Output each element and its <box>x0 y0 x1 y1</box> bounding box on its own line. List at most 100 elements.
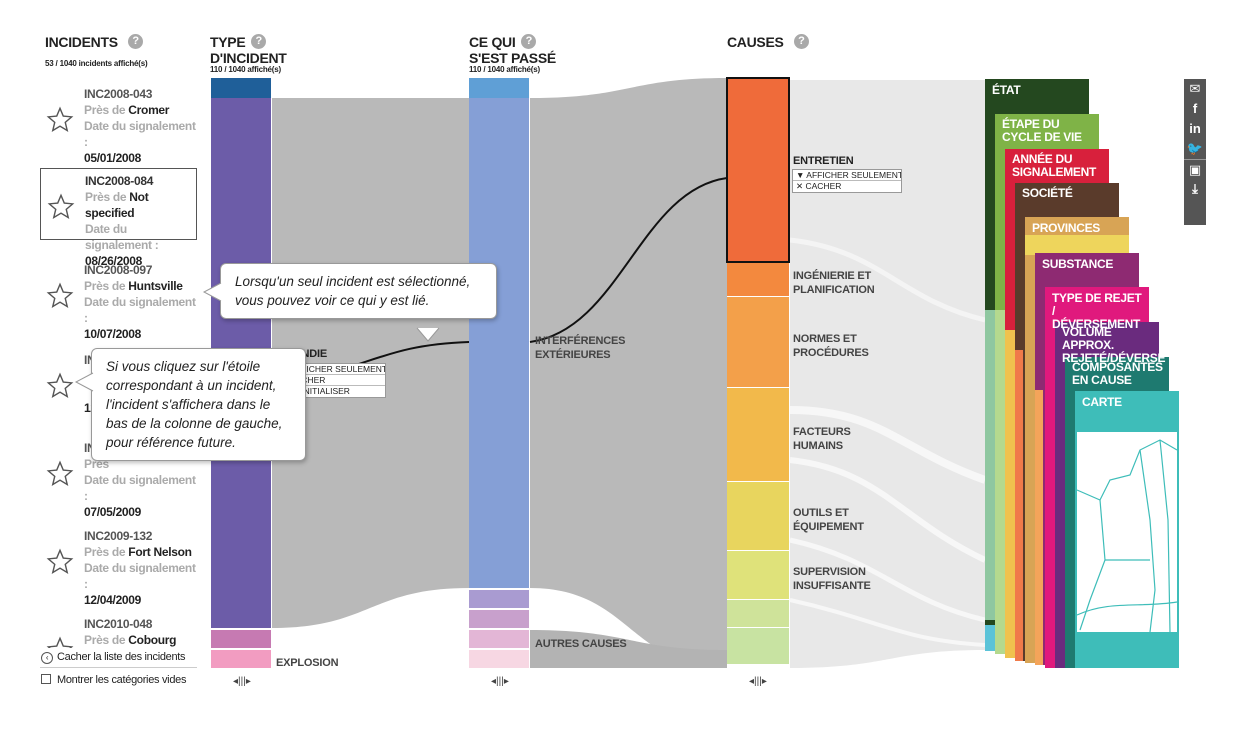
chevron-left-icon: ‹ <box>41 652 53 664</box>
facebook-icon[interactable]: f <box>1192 101 1198 116</box>
resize-handle[interactable]: ◂|||▸ <box>233 676 251 687</box>
list-item[interactable]: INC2008-043 Près de Cromer Date du signa… <box>40 82 197 165</box>
flow-separator <box>789 457 987 563</box>
label-facteurs: FACTEURS HUMAINS <box>793 426 851 452</box>
tab-substance[interactable]: SUBSTANCE <box>1042 257 1114 271</box>
star-icon[interactable] <box>46 636 74 648</box>
what-bar-other[interactable] <box>469 630 529 648</box>
tooltip-pointer <box>74 372 94 392</box>
incident-id: INC2008-084 <box>85 174 154 188</box>
type-bar-explosion[interactable] <box>211 650 271 668</box>
cause-bar-outils[interactable] <box>727 482 789 550</box>
list-item-selected[interactable]: INC2008-084 Près de Not specified Date d… <box>40 168 197 268</box>
cause-bar-7[interactable] <box>727 600 789 627</box>
tab-release-type[interactable]: TYPE DE REJET / DÉVERSEMENT <box>1052 291 1142 331</box>
menu-show-only[interactable]: ▼ AFFICHER SEULEMENT <box>793 170 901 181</box>
help-icon[interactable]: ? <box>794 34 809 49</box>
menu-hide[interactable]: ✕ CACHER <box>796 181 842 191</box>
what-bar-interference[interactable] <box>469 98 529 588</box>
cause-bar-supervision[interactable] <box>727 551 789 599</box>
incidents-count: 53 / 1040 incidents affiché(s) <box>45 59 148 68</box>
flow-band <box>790 80 985 668</box>
provinces-strip-band <box>1025 235 1129 255</box>
star-icon[interactable] <box>46 372 74 400</box>
selected-path <box>529 177 728 343</box>
label-normes: NORMES ET PROCÉDURES <box>793 333 869 359</box>
label-interference: INTERFÉRENCES EXTÉRIEURES <box>535 335 626 361</box>
what-title-2: S'EST PASSÉ <box>469 50 556 66</box>
map-border <box>1076 601 1178 616</box>
star-icon[interactable] <box>46 282 74 310</box>
help-icon[interactable]: ? <box>128 34 144 49</box>
list-item[interactable]: INC2008-097 Près de Huntsville Date du s… <box>40 258 197 341</box>
cause-bar-ingenierie[interactable] <box>727 263 789 296</box>
tab-map[interactable]: CARTE <box>1082 395 1122 409</box>
menu-show-only[interactable]: ▼ AFFICHER SEULEMENT <box>277 364 385 375</box>
twitter-icon[interactable]: 🐦 <box>1186 141 1204 156</box>
divider <box>40 667 197 668</box>
incidents-header: INCIDENTS ? 53 / 1040 incidents affiché(… <box>45 34 148 68</box>
list-item[interactable]: INC2010-048 Près de Cobourg <box>40 612 197 648</box>
star-icon[interactable] <box>46 106 74 134</box>
cause-bar-entretien[interactable] <box>726 77 790 263</box>
show-empty-checkbox[interactable]: Montrer les catégories vides <box>41 674 186 686</box>
incident-date: 05/01/2008 <box>84 151 142 165</box>
resize-handle[interactable]: ◂|||▸ <box>491 676 509 687</box>
resize-handle[interactable]: ◂|||▸ <box>749 676 767 687</box>
incident-place: Huntsville <box>128 279 183 293</box>
star-icon[interactable] <box>47 193 75 221</box>
list-item[interactable]: INC2009-132 Près de Fort Nelson Date du … <box>40 524 197 607</box>
cause-context-menu: ▼ AFFICHER SEULEMENT ✕ CACHER <box>792 169 902 193</box>
flow-band <box>530 78 727 668</box>
what-bar-3[interactable] <box>469 610 529 628</box>
image-icon[interactable]: ▣ <box>1184 159 1206 179</box>
causes-title: CAUSES <box>727 34 784 50</box>
help-icon[interactable]: ? <box>251 34 267 49</box>
label-explosion: EXPLOSION <box>276 657 339 669</box>
what-header: CE QUI? S'EST PASSÉ 110 / 1040 affiché(s… <box>469 34 556 74</box>
star-icon[interactable] <box>46 460 74 488</box>
incident-id: INC2008-097 <box>84 263 153 277</box>
tab-components[interactable]: COMPOSANTES EN CAUSE <box>1072 360 1163 387</box>
what-bar-top[interactable] <box>469 78 529 98</box>
checkbox-icon[interactable] <box>41 674 51 684</box>
tab-provinces[interactable]: PROVINCES <box>1032 221 1100 235</box>
tab-lifecycle[interactable]: ÉTAPE DU CYCLE DE VIE <box>1002 117 1082 144</box>
company-strip-light <box>1015 350 1023 661</box>
incident-place: Not specified <box>85 190 149 220</box>
tab-company[interactable]: SOCIÉTÉ <box>1022 186 1073 200</box>
what-title-1: CE QUI <box>469 34 516 50</box>
state-strip-light <box>985 625 997 651</box>
what-bar-2[interactable] <box>469 590 529 608</box>
incident-date: 12/04/2009 <box>84 593 142 607</box>
menu-reset[interactable]: ↺ RÉINITIALISER <box>280 386 350 396</box>
causes-header: CAUSES ? <box>727 34 809 52</box>
flow-band <box>530 630 727 668</box>
flow-separator <box>789 537 986 623</box>
linkedin-icon[interactable]: in <box>1189 121 1201 136</box>
cause-bar-facteurs[interactable] <box>727 388 789 481</box>
help-icon[interactable]: ? <box>521 34 537 49</box>
tooltip-star: Si vous cliquez sur l'étoile corresponda… <box>91 348 306 461</box>
tab-year[interactable]: ANNÉE DU SIGNALEMENT <box>1012 152 1097 179</box>
type-bar-top[interactable] <box>211 78 271 98</box>
type-count: 110 / 1040 affiché(s) <box>210 65 281 74</box>
type-title-2: D'INCIDENT <box>210 50 287 66</box>
tab-state[interactable]: ÉTAT <box>992 83 1021 97</box>
type-bar-other[interactable] <box>211 630 271 648</box>
what-bar-5[interactable] <box>469 650 529 668</box>
tab-volume[interactable]: VOLUME APPROX. REJETÉ/DÉVERSÉ <box>1062 325 1166 365</box>
hide-list-button[interactable]: ‹ Cacher la liste des incidents <box>41 651 186 664</box>
cause-bar-8[interactable] <box>727 628 789 664</box>
incidents-title: INCIDENTS <box>45 34 118 50</box>
map-border <box>1159 439 1171 633</box>
download-icon[interactable]: ⤓ <box>1192 181 1198 196</box>
incident-place: Fort Nelson <box>128 545 192 559</box>
star-icon[interactable] <box>46 548 74 576</box>
map-canvas[interactable] <box>1077 432 1177 632</box>
email-icon[interactable]: ✉ <box>1189 81 1201 96</box>
cause-bar-normes[interactable] <box>727 297 789 387</box>
incident-date: 10/07/2008 <box>84 327 142 341</box>
flow-separator <box>789 406 987 484</box>
